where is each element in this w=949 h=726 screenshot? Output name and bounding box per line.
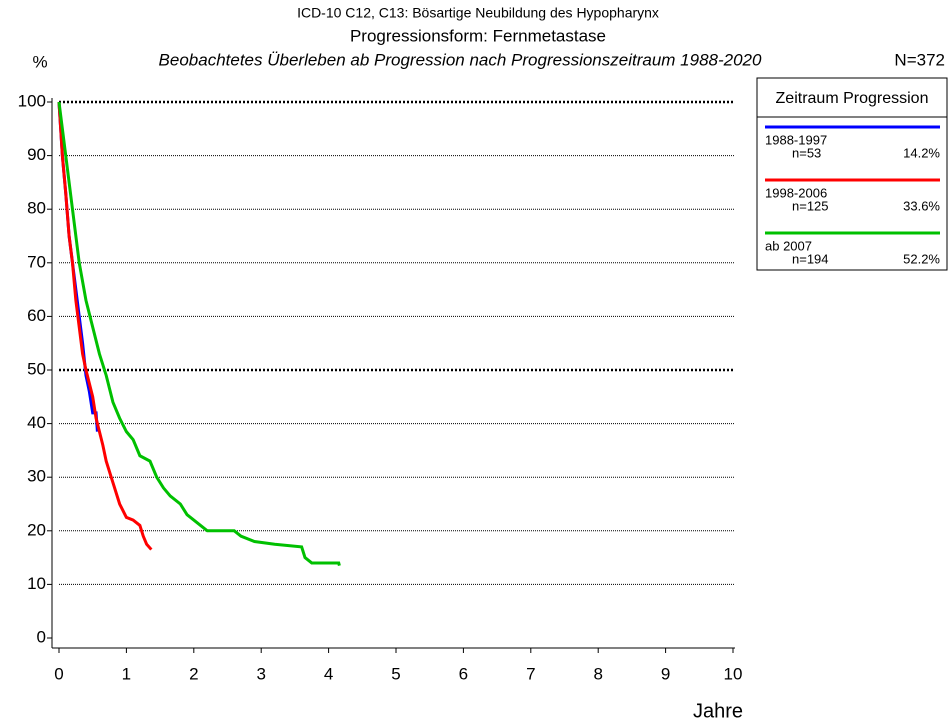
legend-count: n=53 <box>792 145 821 160</box>
x-tick-label: 6 <box>459 664 468 683</box>
legend-share: 33.6% <box>903 198 940 213</box>
y-tick-label: 10 <box>27 574 46 593</box>
y-tick-label: 50 <box>27 359 46 378</box>
y-tick-label: 20 <box>27 520 46 539</box>
x-tick-label: 2 <box>189 664 198 683</box>
y-tick-label: 100 <box>18 91 46 110</box>
y-tick-label: 60 <box>27 306 46 325</box>
legend-count: n=125 <box>792 198 829 213</box>
legend-label: ab 2007 <box>765 238 812 253</box>
chart-subtitle: Progressionsform: Fernmetastase <box>350 26 606 45</box>
x-tick-label: 0 <box>54 664 63 683</box>
legend-title: Zeitraum Progression <box>776 90 929 107</box>
survival-curve <box>57 101 341 567</box>
x-tick-label: 7 <box>526 664 535 683</box>
y-axis-label: % <box>32 52 47 71</box>
y-tick-label: 30 <box>27 467 46 486</box>
y-tick-label: 40 <box>27 413 46 432</box>
chart-subtitle-2: Beobachtetes Überleben ab Progression na… <box>159 50 762 69</box>
legend-label: 1998-2006 <box>765 185 827 200</box>
x-tick-label: 3 <box>256 664 265 683</box>
x-tick-label: 5 <box>391 664 400 683</box>
y-tick-label: 70 <box>27 252 46 271</box>
x-tick-label: 8 <box>593 664 602 683</box>
x-axis-label: Jahre <box>693 700 743 722</box>
chart-title: ICD-10 C12, C13: Bösartige Neubildung de… <box>297 5 659 21</box>
y-tick-label: 0 <box>37 627 46 646</box>
legend-box <box>756 77 948 271</box>
x-tick-label: 9 <box>661 664 670 683</box>
legend-count: n=194 <box>792 251 829 266</box>
legend-share: 52.2% <box>903 251 940 266</box>
survival-curve <box>57 101 153 551</box>
y-tick-label: 90 <box>27 145 46 164</box>
legend-share: 14.2% <box>903 145 940 160</box>
x-tick-label: 4 <box>324 664 333 683</box>
x-tick-label: 1 <box>122 664 131 683</box>
x-tick-label: 10 <box>724 664 743 683</box>
y-tick-label: 80 <box>27 199 46 218</box>
total-count: N=372 <box>894 50 945 69</box>
legend-label: 1988-1997 <box>765 132 827 147</box>
